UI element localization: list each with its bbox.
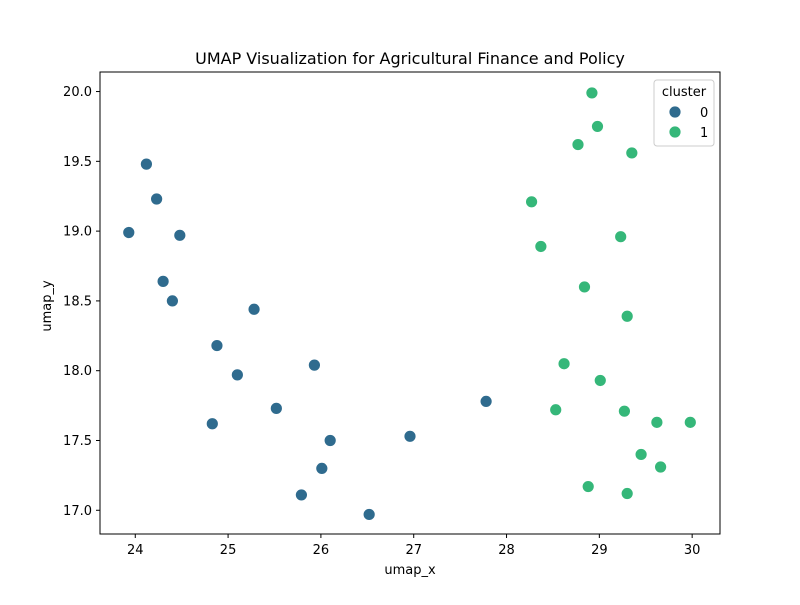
x-tick-label: 28: [498, 543, 515, 558]
data-point-cluster-0: [479, 395, 493, 408]
x-tick-label: 26: [313, 543, 330, 558]
data-point-cluster-0: [205, 417, 219, 431]
data-point-cluster-0: [403, 429, 417, 443]
legend-marker-cluster-1: [668, 125, 682, 139]
data-point-cluster-1: [620, 487, 634, 500]
data-point-cluster-0: [165, 294, 179, 308]
legend-marker-cluster-0: [668, 105, 682, 119]
data-point-cluster-0: [122, 226, 136, 239]
y-tick-label: 19.5: [63, 155, 92, 170]
data-point-cluster-1: [549, 403, 563, 417]
plot-frame: [99, 71, 721, 535]
data-point-cluster-1: [650, 415, 664, 429]
x-tick-label: 27: [405, 543, 422, 558]
data-point-cluster-1: [525, 195, 538, 209]
y-tick-label: 18.0: [63, 364, 92, 379]
y-tick-label: 20.0: [63, 85, 92, 100]
legend: cluster 0 1: [653, 79, 715, 147]
data-point-cluster-0: [150, 192, 164, 206]
y-tick-label: 18.5: [63, 294, 92, 309]
data-point-cluster-0: [173, 228, 187, 242]
data-point-cluster-0: [323, 434, 337, 447]
legend-title: cluster: [662, 85, 707, 100]
data-point-cluster-1: [557, 357, 571, 371]
data-point-cluster-0: [308, 358, 321, 372]
data-point-cluster-1: [593, 374, 607, 387]
legend-label-cluster-0: 0: [700, 106, 708, 121]
data-point-cluster-1: [578, 280, 591, 294]
data-point-cluster-0: [315, 461, 329, 475]
data-point-cluster-1: [654, 460, 667, 474]
data-point-cluster-1: [614, 230, 628, 244]
data-point-cluster-1: [571, 138, 585, 151]
data-point-cluster-0: [156, 274, 170, 288]
data-point-cluster-1: [581, 480, 595, 493]
y-axis-label: umap_y: [40, 280, 55, 332]
data-point-cluster-1: [591, 120, 604, 133]
x-tick-label: 29: [591, 543, 608, 558]
x-tick-label: 30: [684, 543, 701, 558]
y-tick-label: 17.5: [63, 434, 92, 449]
data-point-cluster-0: [295, 488, 308, 502]
x-axis-label: umap_x: [384, 563, 436, 578]
data-point-cluster-0: [247, 302, 261, 316]
data-point-cluster-0: [230, 368, 244, 382]
data-point-cluster-1: [634, 448, 648, 461]
y-tick-label: 19.0: [63, 225, 92, 240]
x-tick-label: 25: [220, 543, 237, 558]
y-tick-label: 17.0: [63, 504, 92, 519]
data-point-cluster-1: [625, 146, 639, 160]
data-point-cluster-1: [534, 240, 548, 253]
data-point-cluster-1: [620, 309, 634, 323]
chart-title: UMAP Visualization for Agricultural Fina…: [195, 49, 625, 68]
legend-box: [653, 79, 715, 147]
data-point-cluster-1: [585, 86, 599, 100]
data-point-cluster-1: [618, 404, 631, 418]
data-point-cluster-0: [140, 157, 153, 171]
data-point-cluster-1: [683, 415, 697, 429]
x-tick-label: 24: [127, 543, 144, 558]
data-point-cluster-0: [269, 401, 283, 415]
data-point-cluster-0: [210, 339, 224, 352]
data-point-cluster-0: [362, 508, 376, 521]
legend-label-cluster-1: 1: [700, 126, 708, 141]
